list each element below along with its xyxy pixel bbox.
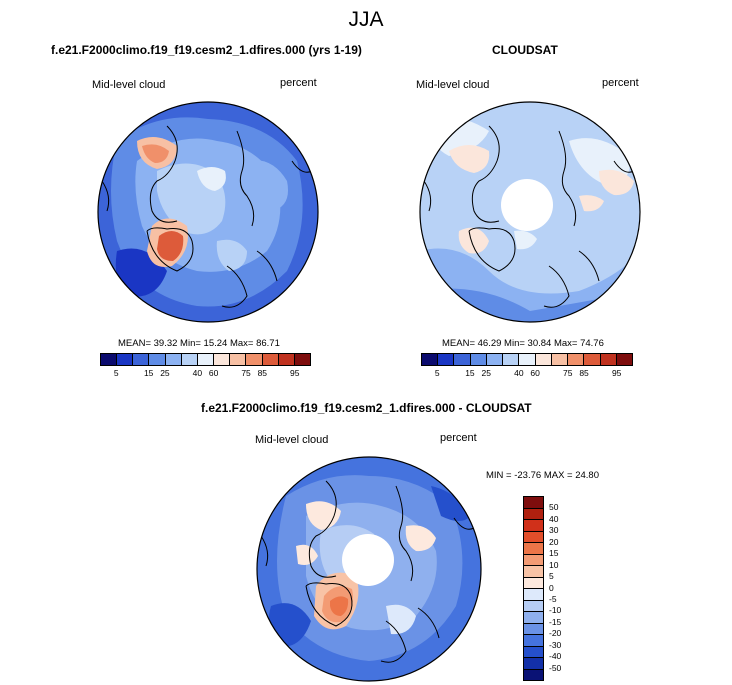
colorbar-tick-label: -20 (549, 628, 562, 639)
colorbar-tick-label: 10 (549, 559, 559, 570)
colorbar-swatch (524, 612, 543, 624)
colorbar-tick-label: 60 (208, 368, 219, 378)
colorbar-tick-label: 95 (290, 368, 300, 378)
colorbar-tick-label: -10 (549, 605, 562, 616)
colorbar-tick-label: 40 (192, 368, 203, 378)
colorbar-swatch (470, 354, 487, 365)
colorbar-swatch (535, 354, 552, 365)
main-title: JJA (348, 8, 384, 31)
colorbar-tick-label: 5 (549, 571, 554, 582)
panel-1-units-label: percent (280, 77, 317, 89)
colorbar-tick-label: 20 (549, 536, 559, 547)
colorbar-tick-label: 0 (549, 582, 554, 593)
colorbar-swatch (524, 669, 543, 680)
colorbar-swatch (616, 354, 633, 365)
map-1-icon (97, 101, 319, 323)
colorbar-swatch (568, 354, 585, 365)
colorbar-swatch (165, 354, 182, 365)
panel-3-title: f.e21.F2000climo.f19_f19.cesm2_1.dfires.… (201, 401, 532, 415)
colorbar-swatch (294, 354, 311, 365)
colorbar-swatch (524, 543, 543, 555)
colorbar-swatch (524, 658, 543, 670)
panel-3-stats: MIN = -23.76 MAX = 24.80 (486, 470, 600, 481)
colorbar-swatch (149, 354, 166, 365)
colorbar-swatch (524, 497, 543, 509)
panel-3-variable-label: Mid-level cloud (255, 434, 329, 446)
colorbar-tick-label: 15 (143, 368, 154, 378)
colorbar-swatch (214, 354, 231, 365)
colorbar-tick-label: 75 (241, 368, 251, 378)
colorbar-swatch (524, 646, 543, 658)
colorbar-swatch (524, 635, 543, 647)
panel-1-colorbar: 5 15 25 40 60 75 85 95 (100, 353, 311, 378)
colorbar-tick-label: 15 (549, 548, 559, 559)
colorbar-swatch (524, 577, 543, 589)
colorbar-tick-label: 25 (160, 368, 170, 378)
panel-1-stats: MEAN= 39.32 Min= 15.24 Max= 86.71 (118, 338, 280, 349)
colorbar-swatch (524, 600, 543, 612)
colorbar-swatch (117, 354, 134, 365)
colorbar-tick-label: 5 (113, 368, 119, 378)
colorbar-swatch (101, 354, 118, 365)
colorbar-swatch (278, 354, 295, 365)
panel-2-stats: MEAN= 46.29 Min= 30.84 Max= 74.76 (442, 338, 604, 349)
colorbar-swatch (422, 354, 439, 365)
colorbar-tick-label: -50 (549, 662, 562, 673)
colorbar-swatch (262, 354, 279, 365)
colorbar-swatch (133, 354, 150, 365)
colorbar-swatch (454, 354, 471, 365)
colorbar-tick-label: 40 (514, 368, 524, 378)
colorbar-tick-label: 60 (530, 368, 540, 378)
map-2-icon (419, 101, 641, 323)
panel-3-units-label: percent (440, 432, 477, 444)
colorbar-tick-label: 75 (563, 368, 573, 378)
panel-1-title: f.e21.F2000climo.f19_f19.cesm2_1.dfires.… (51, 43, 362, 57)
colorbar-tick-label: 85 (579, 368, 589, 378)
colorbar-swatch (181, 354, 198, 365)
colorbar-swatch (230, 354, 247, 365)
panel-2-units-label: percent (602, 77, 639, 89)
colorbar-swatch (584, 354, 601, 365)
colorbar-swatch (551, 354, 569, 365)
map-3-icon (256, 456, 482, 682)
colorbar-swatch (524, 566, 543, 578)
colorbar-swatch (524, 589, 543, 601)
colorbar-tick-label: 85 (257, 368, 268, 378)
colorbar-swatch (524, 508, 543, 520)
colorbar-swatch (486, 354, 504, 365)
colorbar-tick-label: 95 (611, 368, 622, 378)
panel-2-colorbar: 5 15 25 40 60 75 85 95 (421, 353, 633, 378)
colorbar-tick-label: 30 (549, 525, 559, 536)
colorbar-swatch (524, 623, 543, 635)
panel-2-variable-label: Mid-level cloud (416, 79, 490, 91)
colorbar-tick-label: 5 (434, 368, 440, 378)
colorbar-tick-label: -40 (549, 651, 562, 662)
colorbar-swatch (503, 354, 520, 365)
colorbar-swatch (438, 354, 455, 365)
colorbar-swatch (524, 531, 543, 543)
panel-2-title: CLOUDSAT (492, 43, 558, 57)
colorbar-swatch (524, 554, 543, 566)
colorbar-tick-label: -30 (549, 639, 562, 650)
colorbar-tick-label: 25 (481, 368, 491, 378)
colorbar-tick-label: -5 (549, 593, 557, 604)
colorbar-tick-label: 40 (549, 513, 559, 524)
panel-3-colorbar: 50 40 30 20 15 10 5 0 -5 -10 -15 -20 -30 -40 -50 (523, 496, 561, 681)
colorbar-swatch (600, 354, 617, 365)
colorbar-swatch (246, 354, 263, 365)
panel-1-variable-label: Mid-level cloud (92, 79, 166, 91)
colorbar-tick-label: 15 (465, 368, 475, 378)
colorbar-tick-label: -15 (549, 616, 562, 627)
colorbar-tick-label: 50 (549, 502, 559, 513)
colorbar-swatch (197, 354, 215, 365)
colorbar-swatch (524, 520, 543, 532)
colorbar-swatch (519, 354, 536, 365)
